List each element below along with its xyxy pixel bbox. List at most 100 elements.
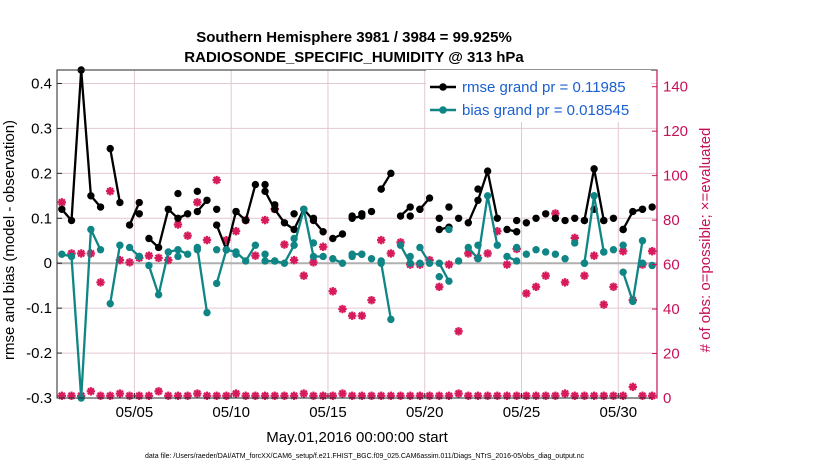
obs-possible-marker — [357, 391, 367, 400]
y2-tick-label: 80 — [663, 212, 680, 229]
bias-marker — [522, 250, 531, 258]
obs-possible-marker — [483, 391, 492, 400]
rmse-marker — [193, 207, 202, 216]
bias-marker — [406, 252, 414, 261]
obs-possible-marker — [454, 389, 463, 398]
obs-possible-marker — [251, 391, 260, 400]
obs-possible-marker — [376, 391, 386, 400]
bias-marker — [483, 192, 492, 200]
rmse-marker — [522, 219, 531, 227]
obs-evaluated-marker — [144, 251, 154, 260]
obs-possible-marker — [125, 391, 134, 400]
obs-evaluated-marker — [376, 235, 386, 245]
rmse-line-segment — [467, 169, 499, 224]
plot-background — [57, 70, 657, 398]
obs-possible-marker — [135, 391, 144, 400]
bias-marker — [474, 255, 482, 263]
bias-marker — [367, 255, 376, 263]
obs-evaluated-marker — [541, 271, 550, 280]
obs-evaluated-marker — [154, 253, 163, 263]
legend-box — [426, 70, 651, 122]
bias-marker — [261, 257, 269, 265]
legend-rmse-marker — [439, 83, 447, 91]
bias-marker — [319, 252, 327, 261]
rmse-marker — [445, 203, 453, 211]
rmse-line-segment — [128, 202, 141, 226]
rmse-marker — [503, 225, 511, 234]
obs-evaluated-marker — [347, 311, 357, 320]
obs-evaluated-marker — [318, 242, 328, 251]
obs-possible-marker — [270, 391, 279, 400]
bias-marker — [174, 252, 182, 261]
obs-possible-marker — [57, 391, 67, 400]
obs-evaluated-marker — [647, 247, 657, 256]
rmse-marker — [638, 205, 647, 213]
obs-evaluated-marker — [251, 251, 260, 260]
bias-marker — [445, 277, 453, 285]
chart-title-line1: Southern Hemisphere 3981 / 3984 = 99.925… — [196, 29, 512, 46]
x-tick-label: 05/10 — [212, 404, 250, 421]
bias-marker — [348, 252, 356, 261]
obs-possible-marker — [318, 391, 328, 400]
obs-possible-marker — [522, 391, 531, 400]
obs-evaluated-marker — [435, 282, 444, 292]
obs-evaluated-marker — [386, 249, 396, 258]
y2-tick-label: 20 — [663, 346, 680, 363]
y-tick-label: 0.2 — [31, 165, 52, 182]
obs-possible-marker — [444, 391, 454, 400]
rmse-marker — [174, 214, 182, 222]
rmse-marker — [261, 187, 269, 196]
bias-marker — [464, 243, 472, 252]
obs-possible-marker — [415, 391, 425, 400]
obs-evaluated-marker — [183, 231, 192, 240]
bias-marker — [67, 252, 76, 261]
obs-evaluated-marker — [280, 240, 289, 249]
rmse-marker — [232, 207, 240, 216]
rmse-marker — [493, 214, 502, 222]
obs-evaluated-marker — [502, 260, 512, 269]
rmse-marker — [580, 216, 589, 225]
bias-marker — [416, 243, 424, 252]
rmse-marker — [58, 205, 66, 213]
obs-possible-marker — [67, 391, 76, 400]
rmse-marker — [242, 216, 250, 225]
rmse-marker — [435, 225, 443, 234]
bias-marker — [609, 246, 618, 254]
x-tick-label: 05/15 — [309, 404, 347, 421]
marks-layer — [57, 66, 657, 402]
y-tick-label: 0.1 — [31, 210, 52, 227]
obs-evaluated-marker — [357, 311, 367, 320]
rmse-marker — [87, 192, 95, 200]
bias-marker — [435, 259, 443, 267]
chart-title-line2: RADIOSONDE_SPECIFIC_HUMIDITY @ 313 hPa — [184, 49, 524, 66]
rmse-marker — [106, 144, 114, 153]
obs-evaluated-marker — [580, 271, 589, 280]
rmse-marker — [542, 210, 550, 218]
rmse-marker — [454, 214, 463, 222]
rmse-marker — [474, 196, 482, 205]
y2-tick-label: 120 — [663, 123, 688, 140]
obs-evaluated-marker — [444, 260, 454, 269]
obs-possible-marker — [580, 391, 589, 400]
y2-tick-label: 100 — [663, 168, 688, 185]
obs-possible-marker — [396, 391, 405, 400]
obs-evaluated-marker — [522, 289, 531, 298]
y-tick-label: -0.2 — [26, 345, 52, 362]
bias-marker — [212, 246, 221, 254]
obs-possible-marker — [280, 391, 289, 400]
obs-possible-marker — [86, 387, 96, 396]
rmse-marker — [348, 212, 356, 220]
bias-marker — [425, 259, 434, 267]
rmse-marker — [629, 207, 637, 216]
bias-marker — [193, 246, 202, 254]
bias-marker — [493, 241, 502, 249]
rmse-marker — [532, 214, 540, 222]
rmse-marker — [67, 216, 76, 225]
x-tick-label: 05/05 — [116, 404, 154, 421]
rmse-marker — [280, 219, 289, 227]
obs-possible-marker — [512, 391, 521, 400]
rmse-marker — [193, 187, 202, 196]
obs-evaluated-marker — [531, 282, 541, 292]
grid-layer — [57, 70, 657, 399]
axes-layer: -0.3 -0.2 -0.1 0 0.1 0.2 0.3 0.4 0 20 40 60 80 100 120… — [26, 69, 688, 421]
